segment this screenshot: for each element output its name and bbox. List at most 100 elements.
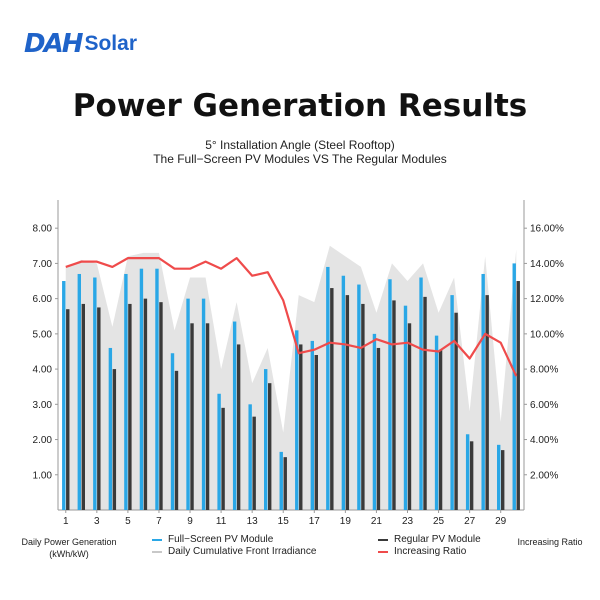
bar-full-screen: [186, 298, 190, 510]
irradiance-area: [65, 245, 517, 510]
bar-full-screen: [62, 281, 66, 510]
company-logo: DAH Solar: [24, 28, 137, 60]
bar-regular: [330, 288, 334, 510]
bar-full-screen: [465, 434, 470, 510]
bar-regular: [252, 416, 256, 510]
legend-swatch-regular: [378, 538, 388, 541]
x-tick-label: 17: [309, 516, 321, 527]
bar-full-screen: [108, 347, 113, 510]
bar-full-screen: [295, 330, 299, 510]
legend-full-screen: Full−Screen PV Module: [152, 534, 273, 545]
bar-full-screen: [434, 335, 439, 510]
bar-regular: [314, 355, 318, 510]
bar-regular: [221, 407, 225, 510]
bar-full-screen: [512, 263, 516, 510]
bar-regular: [128, 303, 132, 510]
bar-full-screen: [155, 268, 159, 510]
bar-full-screen: [372, 333, 377, 510]
legend-swatch-ratio: [378, 550, 388, 553]
left-tick-label: 2.00: [33, 435, 53, 446]
bar-full-screen: [77, 273, 81, 510]
bar-full-screen: [497, 444, 501, 510]
bar-full-screen: [170, 353, 175, 510]
right-tick-label: 16.00%: [530, 224, 564, 235]
left-axis-label: Daily Power Generation (kWh/kW): [10, 536, 128, 560]
left-tick-label: 1.00: [33, 470, 53, 481]
left-tick-label: 8.00: [33, 224, 53, 235]
bar-regular: [283, 457, 287, 510]
bar-full-screen: [357, 284, 361, 510]
legend-irradiance: Daily Cumulative Front Irradiance: [152, 546, 316, 557]
bar-full-screen: [310, 340, 314, 510]
right-tick-label: 14.00%: [530, 259, 564, 270]
x-tick-label: 11: [216, 516, 227, 527]
left-tick-label: 5.00: [33, 329, 53, 340]
legend-swatch-full-screen: [152, 538, 162, 541]
left-axis-label-line1: Daily Power Generation: [21, 537, 117, 547]
bar-full-screen: [201, 298, 206, 510]
bar-full-screen: [248, 404, 252, 510]
subtitle-line1: 5° Installation Angle (Steel Rooftop): [205, 138, 395, 152]
bar-full-screen: [217, 393, 221, 510]
x-tick-label: 25: [433, 516, 445, 527]
logo-text: Solar: [84, 32, 137, 55]
x-tick-label: 5: [125, 516, 131, 527]
legend-regular: Regular PV Module: [378, 534, 481, 545]
bar-full-screen: [139, 268, 144, 510]
bar-full-screen: [93, 277, 97, 510]
bar-full-screen: [124, 273, 128, 510]
bar-full-screen: [232, 321, 237, 510]
x-tick-label: 9: [187, 516, 193, 527]
bar-full-screen: [279, 451, 283, 510]
bar-regular: [423, 296, 427, 510]
bar-full-screen: [450, 295, 454, 510]
bar-regular: [268, 383, 272, 510]
bar-regular: [454, 312, 458, 510]
bar-regular: [501, 450, 505, 510]
bar-regular: [112, 369, 117, 510]
right-tick-label: 2.00%: [530, 470, 558, 481]
x-tick-label: 3: [94, 516, 100, 527]
page-title: Power Generation Results: [72, 88, 528, 124]
legend-ratio: Increasing Ratio: [378, 546, 466, 557]
legend-swatch-irradiance: [152, 550, 162, 553]
increasing-ratio-line: [65, 257, 518, 377]
x-tick-label: 1: [63, 516, 69, 527]
bar-regular: [361, 303, 365, 510]
left-tick-label: 6.00: [33, 294, 53, 305]
subtitle-line2: The Full−Screen PV Modules VS The Regula…: [153, 152, 447, 166]
bar-regular: [236, 344, 241, 510]
right-axis-label: Increasing Ratio: [517, 537, 583, 547]
legend-label-regular: Regular PV Module: [394, 534, 481, 545]
right-tick-label: 6.00%: [530, 400, 558, 411]
x-tick-label: 23: [402, 516, 414, 527]
bar-full-screen: [419, 277, 423, 510]
bar-full-screen: [481, 273, 485, 510]
legend-label-ratio: Increasing Ratio: [394, 546, 467, 557]
bar-regular: [345, 295, 350, 510]
bar-regular: [143, 298, 148, 510]
left-tick-label: 7.00: [33, 259, 53, 270]
legend-label-full-screen: Full−Screen PV Module: [168, 534, 274, 545]
bar-full-screen: [326, 266, 330, 510]
legend-label-irradiance: Daily Cumulative Front Irradiance: [168, 546, 317, 557]
x-tick-label: 21: [371, 516, 383, 527]
right-tick-label: 10.00%: [530, 329, 564, 340]
bar-regular: [81, 303, 85, 510]
bar-regular: [174, 370, 179, 510]
right-tick-label: 12.00%: [530, 294, 564, 305]
bar-regular: [438, 349, 443, 510]
x-tick-label: 29: [495, 516, 507, 527]
bar-regular: [299, 344, 303, 510]
bar-regular: [97, 307, 101, 510]
left-axis-label-line2: (kWh/kW): [49, 549, 89, 559]
bar-regular: [159, 302, 163, 510]
x-tick-label: 7: [156, 516, 162, 527]
right-tick-label: 8.00%: [530, 365, 558, 376]
bar-regular: [205, 323, 210, 510]
bar-regular: [407, 323, 412, 510]
bar-regular: [392, 300, 396, 510]
x-tick-label: 19: [340, 516, 352, 527]
bar-regular: [469, 441, 474, 510]
bar-full-screen: [403, 305, 408, 510]
